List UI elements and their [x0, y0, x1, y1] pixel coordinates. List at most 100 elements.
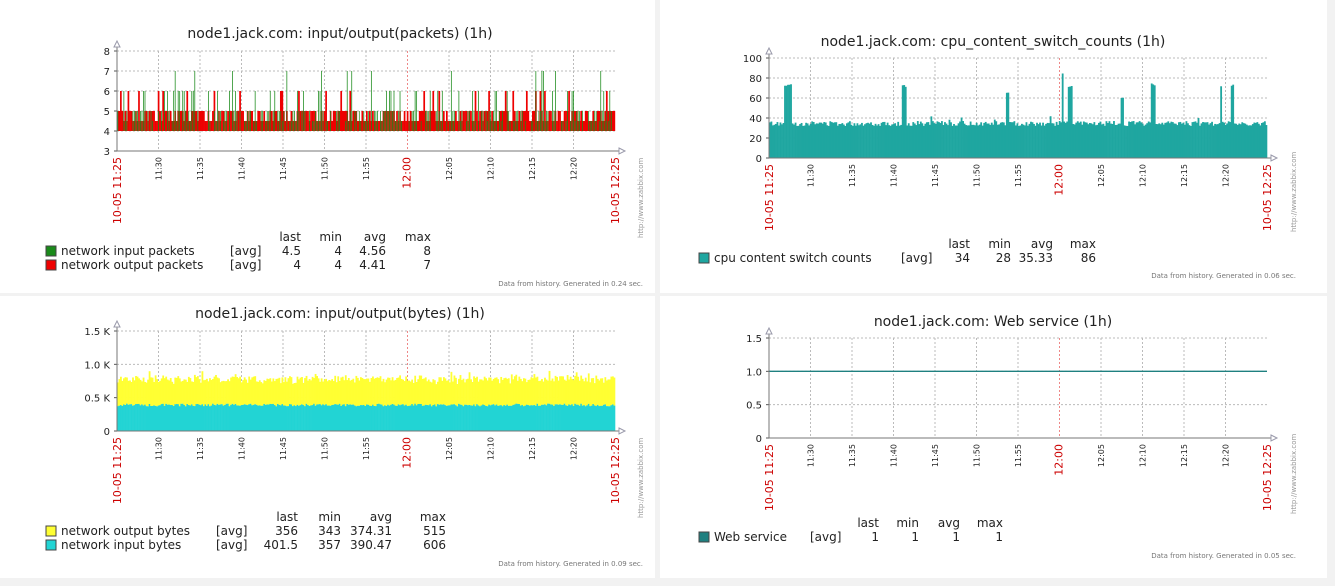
cpu-bar [1256, 122, 1259, 158]
cpu-bar [1052, 123, 1055, 158]
cpu-bar [1113, 121, 1115, 158]
bar-input-packets [530, 121, 532, 131]
cpu-bar [871, 124, 874, 158]
cpu-bar [904, 86, 907, 158]
bar-output-bytes [424, 377, 427, 405]
bar-input-packets [591, 121, 593, 131]
cpu-bar [1081, 124, 1084, 158]
bar-input-packets [392, 111, 393, 131]
bar-input-bytes [441, 404, 444, 431]
bar-output-bytes [198, 379, 201, 405]
bar-output-bytes [592, 378, 595, 405]
bar-input-bytes [450, 404, 453, 431]
bar-output-packets [127, 91, 130, 131]
cpu-bar [1202, 122, 1204, 158]
bar-output-bytes [528, 379, 531, 406]
bar-output-bytes [429, 381, 432, 405]
cpu-bar [1004, 125, 1007, 158]
bar-input-bytes [572, 405, 575, 431]
cpu-bar [861, 122, 863, 158]
bar-output-bytes [601, 378, 604, 406]
bar-output-packets [533, 111, 536, 131]
bar-input-bytes [233, 404, 236, 431]
legend-value: 356 [275, 524, 298, 538]
bar-output-bytes [281, 377, 284, 405]
x-tick-label: 12:15 [528, 157, 537, 180]
cpu-bar [1223, 122, 1226, 158]
cpu-bar [1165, 122, 1168, 158]
bar-input-packets [274, 91, 276, 131]
bar-output-bytes [441, 380, 444, 405]
chart-title: node1.jack.com: input/output(packets) (1… [187, 26, 492, 42]
cpu-bar [835, 122, 838, 158]
bar-output-bytes [251, 377, 254, 406]
bar-input-packets [192, 91, 194, 131]
bar-output-packets [430, 111, 433, 131]
bar-input-bytes [279, 405, 282, 431]
y-tick-label: 1.0 K [84, 360, 110, 371]
bar-output-bytes [605, 380, 608, 407]
bar-output-bytes [477, 381, 480, 406]
bar-input-bytes [447, 405, 450, 431]
bar-output-bytes [593, 383, 596, 406]
bar-input-packets [256, 121, 258, 131]
cpu-bar [824, 122, 827, 158]
bar-input-bytes [246, 405, 249, 431]
bar-input-packets [294, 111, 295, 131]
legend-header: min [319, 230, 342, 244]
bar-input-packets [567, 91, 568, 131]
bar-output-packets [212, 111, 214, 131]
bar-input-bytes [571, 404, 574, 431]
cpu-bar [1174, 123, 1177, 158]
bar-input-bytes [430, 406, 433, 431]
bar-input-packets [232, 71, 233, 131]
bytes-chart: node1.jack.com: input/output(bytes) (1h)… [45, 306, 645, 568]
x-tick-label: 12:00 [1053, 164, 1066, 196]
bar-output-bytes [331, 379, 334, 405]
cpu-bar [933, 123, 936, 158]
bar-input-bytes [234, 403, 237, 431]
bar-output-bytes [193, 374, 196, 407]
bar-input-bytes [337, 404, 340, 431]
cpu-bar [965, 125, 967, 158]
bar-input-packets [598, 121, 600, 131]
cpu-bar [1090, 123, 1093, 158]
bar-output-bytes [311, 376, 314, 406]
bar-input-bytes [390, 404, 392, 431]
bar-input-packets [579, 111, 580, 131]
cpu-bar [769, 122, 771, 158]
bar-output-bytes [402, 379, 405, 405]
bar-input-bytes [433, 404, 436, 431]
bar-input-bytes [189, 405, 192, 431]
bar-input-bytes [364, 405, 367, 431]
bar-output-bytes [355, 375, 358, 407]
bar-input-bytes [530, 405, 533, 431]
bar-output-packets [145, 111, 148, 131]
y-axis-arrow [113, 39, 121, 48]
bar-output-bytes [322, 381, 325, 405]
bar-input-bytes [320, 405, 323, 431]
bar-output-bytes [449, 382, 451, 406]
bar-output-bytes [135, 376, 137, 405]
cpu-bar [839, 124, 842, 158]
cpu-bar [1069, 86, 1072, 158]
bar-output-packets [423, 91, 426, 131]
bar-input-bytes [210, 405, 213, 431]
bar-output-bytes [299, 377, 302, 406]
bar-input-bytes [224, 404, 226, 431]
x-tick-label: 11:40 [890, 444, 899, 467]
bar-input-packets [188, 111, 190, 131]
bar-input-bytes [305, 403, 308, 431]
bar-output-bytes [366, 378, 368, 405]
bar-output-bytes [219, 382, 222, 405]
cpu-bar [1251, 124, 1254, 158]
bar-input-bytes [453, 404, 456, 431]
cpu-bar [1194, 121, 1197, 158]
bar-output-bytes [169, 378, 172, 406]
bar-input-bytes [311, 405, 314, 431]
cpu-bar [1051, 123, 1054, 158]
x-end-label: 10-05 12:25 [1261, 444, 1274, 511]
bar-input-packets [509, 121, 511, 131]
bar-output-bytes [412, 382, 415, 406]
bar-output-bytes [186, 381, 189, 405]
